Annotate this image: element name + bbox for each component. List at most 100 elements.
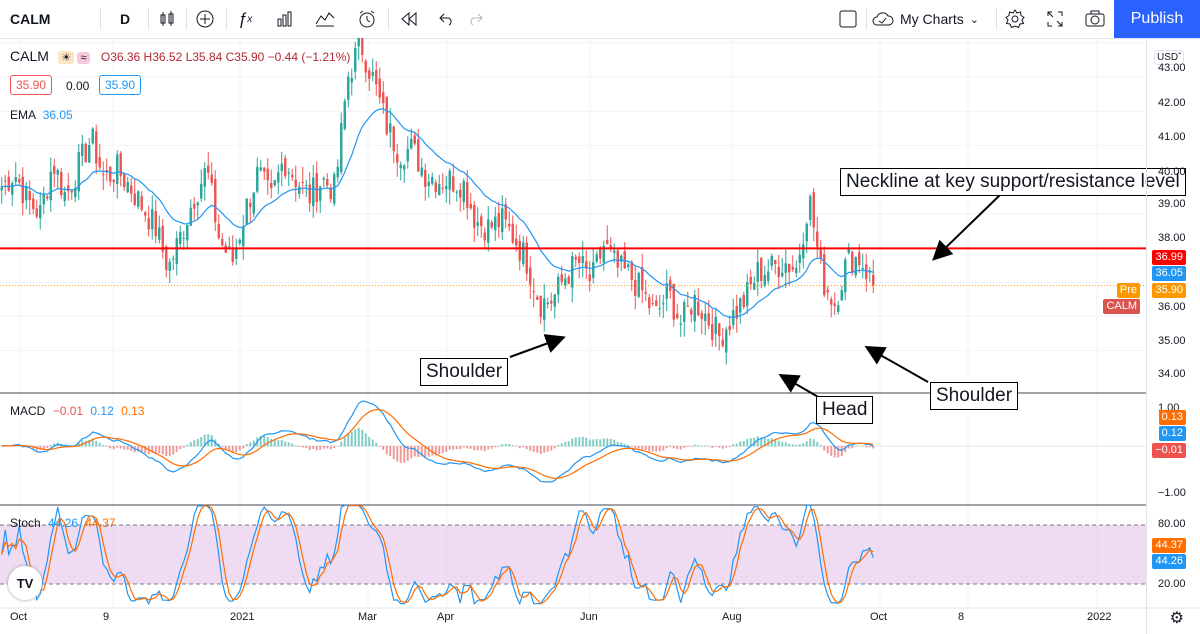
candle-body (861, 267, 864, 270)
redo-icon[interactable] (462, 0, 490, 38)
candle-body (459, 189, 462, 198)
macd-hist-bar (112, 446, 115, 450)
ask-box[interactable]: 35.90 (99, 75, 142, 95)
candle-body (210, 174, 213, 184)
macd-hist-bar (805, 441, 808, 447)
annotation-arrows[interactable] (509, 194, 1001, 399)
candle-body (161, 225, 164, 252)
settings-gear-icon[interactable]: ⚙ (1169, 610, 1184, 627)
symbol-search-button[interactable]: CALM (10, 11, 51, 27)
candle-body (672, 283, 675, 320)
macd-hist-bar (655, 446, 658, 452)
undo-icon[interactable] (432, 0, 460, 38)
bid-box[interactable]: 35.90 (10, 75, 53, 95)
candle-body (151, 209, 154, 230)
price-axis-tick: 43.00 (1158, 62, 1186, 74)
candle-body (662, 303, 665, 305)
macd-hist-bar (280, 440, 283, 447)
right-shoulder-callout[interactable]: Shoulder (930, 382, 1019, 410)
ema-legend: EMA 36.05 (10, 108, 73, 122)
stoch-axis-tick: 20.00 (1158, 578, 1186, 590)
candle-body (102, 174, 105, 176)
macd-hist-bar (476, 446, 479, 451)
left-shoulder-arrow (509, 334, 566, 358)
candle-body (109, 166, 112, 182)
candle-body (266, 168, 269, 181)
candle-body (238, 239, 241, 244)
candle-body (865, 264, 868, 279)
candle-body (32, 198, 35, 210)
neckline-callout[interactable]: Neckline at key support/resistance level (840, 168, 1186, 196)
price-axis[interactable]: USDˇ (1146, 38, 1200, 634)
compare-icon[interactable] (310, 0, 340, 38)
macd-hist-bar (158, 446, 161, 454)
candle-body (711, 324, 714, 341)
macd-legend: MACD −0.01 0.12 0.13 (10, 404, 144, 418)
macd-hist-bar (312, 446, 315, 449)
candle-body (126, 182, 129, 193)
layout-icon[interactable] (834, 0, 862, 38)
currency-selector[interactable]: USDˇ (1154, 50, 1185, 65)
alert-icon[interactable] (352, 0, 382, 38)
macd-hist-bar (592, 439, 595, 447)
candle-body (112, 179, 115, 183)
macd-hist-bar (266, 437, 269, 447)
price-axis-tick: 41.00 (1158, 131, 1186, 143)
candle-body (119, 153, 122, 176)
candle-body (263, 167, 266, 172)
compare-add-icon[interactable] (190, 0, 220, 38)
candle-body (781, 272, 784, 277)
macd-hist-bar (494, 446, 497, 448)
candle-body (753, 282, 756, 290)
candle-body (543, 298, 546, 320)
fullscreen-icon[interactable] (1040, 0, 1070, 38)
chart-canvas[interactable] (0, 38, 1200, 634)
macd-hist-bar (284, 441, 287, 447)
interval-button[interactable]: D (119, 11, 131, 27)
candle-body (228, 246, 231, 248)
candle-body (35, 208, 38, 217)
candle-body (347, 76, 350, 100)
templates-icon[interactable] (270, 0, 300, 38)
neckline[interactable] (0, 247, 1146, 287)
neckline-arrow (932, 194, 1001, 261)
legend-symbol: CALM (10, 48, 49, 64)
candle-body (522, 242, 525, 265)
candle-body (707, 313, 710, 326)
chart-type-icon[interactable] (152, 0, 182, 38)
my-charts-button[interactable]: My Charts ⌄ (872, 0, 979, 38)
candle-body (252, 192, 255, 214)
replay-icon[interactable] (394, 0, 424, 38)
macd-hist-bar (196, 438, 199, 447)
macd-hist-bar (413, 446, 416, 457)
candle-body (648, 297, 651, 309)
macd-value-tag: 0.12 (1158, 426, 1186, 441)
gear-icon[interactable] (1000, 0, 1030, 38)
left-shoulder-callout[interactable]: Shoulder (420, 358, 509, 386)
macd-hist-bar (130, 446, 133, 451)
candle-body (665, 283, 668, 299)
camera-icon[interactable] (1080, 0, 1110, 38)
macd-hist-bar (445, 446, 448, 452)
candle-body (420, 167, 423, 176)
macd-hist-bar (536, 446, 539, 453)
macd-hist-bar (816, 442, 819, 447)
macd-hist-bar (259, 435, 262, 447)
macd-hist-bar (753, 437, 756, 447)
macd-hist-bar (193, 440, 196, 447)
tradingview-logo[interactable]: TV (8, 566, 42, 600)
candle-body (578, 256, 581, 263)
macd-hist-bar (102, 444, 105, 447)
candle-body (700, 313, 703, 320)
macd-hist-bar (529, 446, 532, 451)
currency-label: USD (1157, 52, 1179, 63)
head-callout[interactable]: Head (816, 396, 874, 424)
macd-hist-bar (319, 446, 322, 450)
candle-body (60, 171, 63, 196)
macd-hist-bar (564, 441, 567, 447)
macd-hist-bar (704, 445, 707, 447)
candle-body (63, 191, 66, 202)
weather-icon: ☀ (58, 51, 75, 64)
publish-button[interactable]: Publish (1114, 0, 1200, 38)
